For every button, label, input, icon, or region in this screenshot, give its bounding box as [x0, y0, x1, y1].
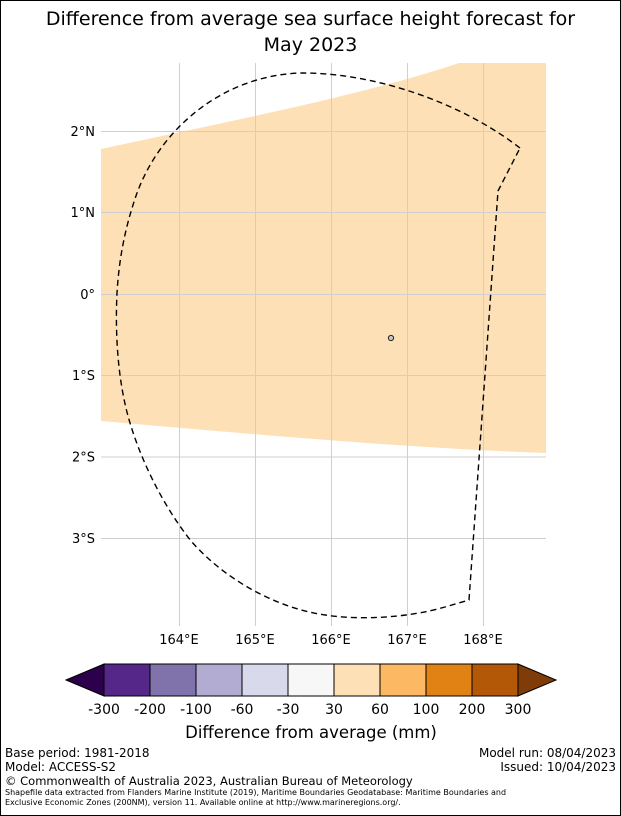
colorbar-segment [379, 663, 427, 697]
colorbar-tick-label: -300 [88, 702, 120, 718]
colorbar-tick-label: -30 [277, 702, 300, 718]
colorbar-segment [195, 663, 243, 697]
colorbar-segment [287, 663, 335, 697]
shapefile-attribution-line1: Shapefile data extracted from Flanders M… [5, 788, 507, 797]
y-tick-label: 0° [80, 288, 95, 303]
colorbar-segment [333, 663, 381, 697]
colorbar-arrow-right [517, 663, 558, 697]
model-run-text: Model run: 08/04/2023 [478, 746, 616, 760]
colorbar [64, 663, 558, 697]
issued-text: Issued: 10/04/2023 [500, 760, 616, 775]
y-tick-label: 1°S [72, 369, 95, 384]
colorbar-segment [103, 663, 151, 697]
chart-title: Difference from average sea surface heig… [1, 6, 620, 58]
y-tick-label: 1°N [71, 206, 96, 221]
footer-left: Base period: 1981-2018 Model: ACCESS-S2 [5, 746, 150, 774]
footer-right: Model run: 08/04/2023 Issued: 10/04/2023 [479, 746, 616, 774]
colorbar-arrow-left [64, 663, 105, 697]
x-tick-label: 167°E [387, 633, 427, 648]
x-tick-label: 166°E [311, 633, 351, 648]
eez-boundary-dashed [115, 72, 521, 619]
colorbar-title: Difference from average (mm) [185, 723, 437, 742]
colorbar-segment [425, 663, 473, 697]
y-axis: 2°N 1°N 0° 1°S 2°S 3°S [71, 125, 96, 547]
x-axis: 164°E 165°E 166°E 167°E 168°E [159, 633, 503, 648]
colorbar-segment [149, 663, 197, 697]
colorbar-segment [241, 663, 289, 697]
shapefile-attribution-line2: Exclusive Economic Zones (200NM), versio… [5, 798, 401, 808]
colorbar-tick-label: 30 [325, 702, 343, 718]
shapefile-attribution: Shapefile data extracted from Flanders M… [5, 788, 617, 809]
y-tick-label: 2°S [72, 451, 95, 466]
model-text: Model: ACCESS-S2 [5, 760, 117, 775]
forecast-shaded-region [101, 63, 546, 453]
y-tick-label: 2°N [71, 125, 96, 140]
colorbar-tick-label: 300 [505, 702, 532, 718]
chart-title-line1: Difference from average sea surface heig… [45, 8, 576, 30]
base-period-text: Base period: 1981-2018 [5, 746, 150, 760]
colorbar-tick-label: 200 [459, 702, 486, 718]
x-tick-label: 165°E [235, 633, 275, 648]
colorbar-ticks: -300 -200 -100 -60 -30 30 60 100 200 300 [88, 702, 531, 718]
colorbar-tick-label: -60 [231, 702, 254, 718]
x-tick-label: 168°E [463, 633, 503, 648]
colorbar-tick-label: 60 [371, 702, 389, 718]
y-tick-label: 3°S [72, 532, 95, 547]
copyright-text: © Commonwealth of Australia 2023, Austra… [5, 774, 413, 788]
colorbar-tick-label: -100 [180, 702, 212, 718]
x-tick-label: 164°E [159, 633, 199, 648]
chart-title-line2: May 2023 [263, 34, 358, 57]
grid [101, 63, 546, 626]
colorbar-tick-label: -200 [134, 702, 166, 718]
colorbar-segment [471, 663, 519, 697]
map-plot: 2°N 1°N 0° 1°S 2°S 3°S 164°E 165°E 166°E… [64, 63, 558, 742]
island-marker [387, 334, 395, 342]
colorbar-tick-label: 100 [413, 702, 440, 718]
